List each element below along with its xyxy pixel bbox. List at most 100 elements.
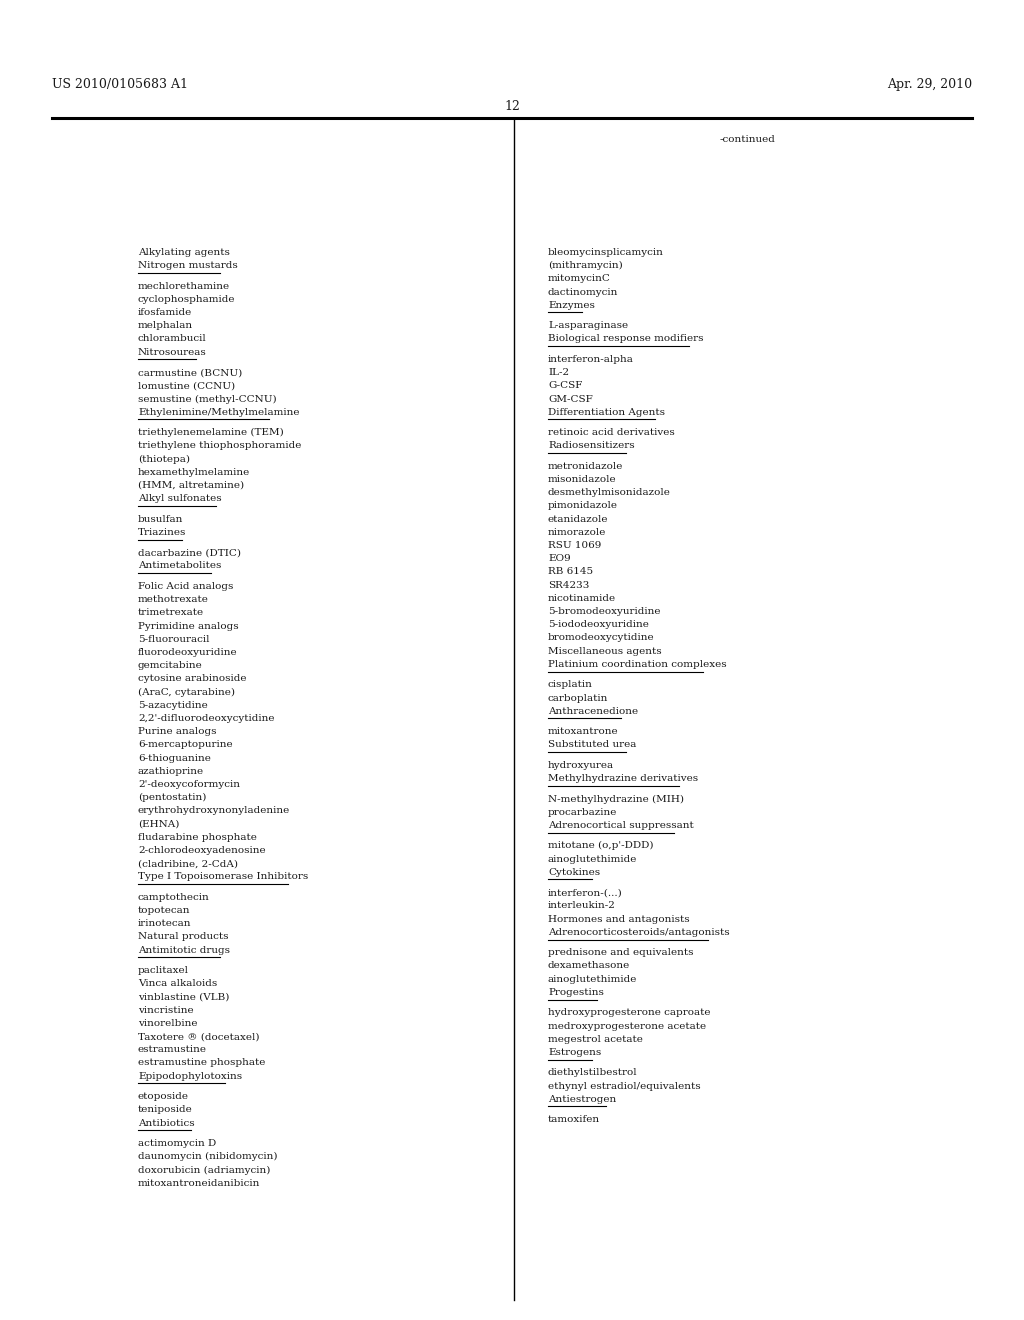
Text: cytosine arabinoside: cytosine arabinoside: [138, 675, 247, 684]
Text: (cladribine, 2-CdA): (cladribine, 2-CdA): [138, 859, 238, 869]
Text: ainoglutethimide: ainoglutethimide: [548, 974, 637, 983]
Text: desmethylmisonidazole: desmethylmisonidazole: [548, 488, 671, 498]
Text: US 2010/0105683 A1: US 2010/0105683 A1: [52, 78, 188, 91]
Text: gemcitabine: gemcitabine: [138, 661, 203, 671]
Text: GM-CSF: GM-CSF: [548, 395, 593, 404]
Text: 12: 12: [504, 100, 520, 114]
Text: daunomycin (nibidomycin): daunomycin (nibidomycin): [138, 1152, 278, 1162]
Text: 2'-deoxycoformycin: 2'-deoxycoformycin: [138, 780, 240, 789]
Text: Antimetabolites: Antimetabolites: [138, 561, 221, 570]
Text: lomustine (CCNU): lomustine (CCNU): [138, 381, 236, 391]
Text: procarbazine: procarbazine: [548, 808, 617, 817]
Text: 2,2'-difluorodeoxycytidine: 2,2'-difluorodeoxycytidine: [138, 714, 274, 723]
Text: L-asparaginase: L-asparaginase: [548, 321, 628, 330]
Text: azathioprine: azathioprine: [138, 767, 204, 776]
Text: cyclophosphamide: cyclophosphamide: [138, 294, 236, 304]
Text: doxorubicin (adriamycin): doxorubicin (adriamycin): [138, 1166, 270, 1175]
Text: Platinium coordination complexes: Platinium coordination complexes: [548, 660, 727, 669]
Text: Anthracenedione: Anthracenedione: [548, 706, 638, 715]
Text: RB 6145: RB 6145: [548, 568, 593, 577]
Text: megestrol acetate: megestrol acetate: [548, 1035, 643, 1044]
Text: Cytokines: Cytokines: [548, 867, 600, 876]
Text: mitomycinC: mitomycinC: [548, 275, 611, 284]
Text: Pyrimidine analogs: Pyrimidine analogs: [138, 622, 239, 631]
Text: paclitaxel: paclitaxel: [138, 966, 189, 975]
Text: teniposide: teniposide: [138, 1105, 193, 1114]
Text: pimonidazole: pimonidazole: [548, 502, 618, 511]
Text: mitoxantroneidanibicin: mitoxantroneidanibicin: [138, 1179, 260, 1188]
Text: (mithramycin): (mithramycin): [548, 261, 623, 271]
Text: Folic Acid analogs: Folic Acid analogs: [138, 582, 233, 591]
Text: Alkylating agents: Alkylating agents: [138, 248, 229, 257]
Text: 5-fluorouracil: 5-fluorouracil: [138, 635, 210, 644]
Text: vincristine: vincristine: [138, 1006, 194, 1015]
Text: 6-thioguanine: 6-thioguanine: [138, 754, 211, 763]
Text: Ethylenimine/Methylmelamine: Ethylenimine/Methylmelamine: [138, 408, 299, 417]
Text: Miscellaneous agents: Miscellaneous agents: [548, 647, 662, 656]
Text: mechlorethamine: mechlorethamine: [138, 281, 230, 290]
Text: estramustine: estramustine: [138, 1045, 207, 1055]
Text: trimetrexate: trimetrexate: [138, 609, 204, 618]
Text: Substituted urea: Substituted urea: [548, 741, 636, 750]
Text: Epipodophylotoxins: Epipodophylotoxins: [138, 1072, 242, 1081]
Text: Progestins: Progestins: [548, 987, 604, 997]
Text: estramustine phosphate: estramustine phosphate: [138, 1059, 265, 1068]
Text: Antiestrogen: Antiestrogen: [548, 1094, 616, 1104]
Text: tamoxifen: tamoxifen: [548, 1115, 600, 1125]
Text: Biological response modifiers: Biological response modifiers: [548, 334, 703, 343]
Text: EO9: EO9: [548, 554, 570, 564]
Text: Nitrosoureas: Nitrosoureas: [138, 347, 207, 356]
Text: fluorodeoxyuridine: fluorodeoxyuridine: [138, 648, 238, 657]
Text: metronidazole: metronidazole: [548, 462, 624, 471]
Text: dacarbazine (DTIC): dacarbazine (DTIC): [138, 548, 241, 557]
Text: Radiosensitizers: Radiosensitizers: [548, 441, 635, 450]
Text: mitotane (o,p'-DDD): mitotane (o,p'-DDD): [548, 841, 653, 850]
Text: hydroxyprogesterone caproate: hydroxyprogesterone caproate: [548, 1008, 711, 1018]
Text: SR4233: SR4233: [548, 581, 590, 590]
Text: ethynyl estradiol/equivalents: ethynyl estradiol/equivalents: [548, 1081, 700, 1090]
Text: 5-bromodeoxyuridine: 5-bromodeoxyuridine: [548, 607, 660, 616]
Text: (pentostatin): (pentostatin): [138, 793, 207, 803]
Text: dactinomycin: dactinomycin: [548, 288, 618, 297]
Text: medroxyprogesterone acetate: medroxyprogesterone acetate: [548, 1022, 707, 1031]
Text: ainoglutethimide: ainoglutethimide: [548, 854, 637, 863]
Text: hexamethylmelamine: hexamethylmelamine: [138, 467, 250, 477]
Text: 2-chlorodeoxyadenosine: 2-chlorodeoxyadenosine: [138, 846, 265, 855]
Text: dexamethasone: dexamethasone: [548, 961, 630, 970]
Text: Apr. 29, 2010: Apr. 29, 2010: [887, 78, 972, 91]
Text: fludarabine phosphate: fludarabine phosphate: [138, 833, 257, 842]
Text: 5-iododeoxyuridine: 5-iododeoxyuridine: [548, 620, 649, 630]
Text: Type I Topoisomerase Inhibitors: Type I Topoisomerase Inhibitors: [138, 873, 308, 882]
Text: (AraC, cytarabine): (AraC, cytarabine): [138, 688, 234, 697]
Text: (HMM, altretamine): (HMM, altretamine): [138, 480, 244, 490]
Text: hydroxyurea: hydroxyurea: [548, 760, 614, 770]
Text: camptothecin: camptothecin: [138, 892, 210, 902]
Text: melphalan: melphalan: [138, 321, 194, 330]
Text: Enzymes: Enzymes: [548, 301, 595, 310]
Text: actimomycin D: actimomycin D: [138, 1139, 216, 1148]
Text: interleukin-2: interleukin-2: [548, 902, 615, 911]
Text: Adrenocorticosteroids/antagonists: Adrenocorticosteroids/antagonists: [548, 928, 730, 937]
Text: topotecan: topotecan: [138, 906, 190, 915]
Text: Taxotere ® (docetaxel): Taxotere ® (docetaxel): [138, 1032, 259, 1041]
Text: misonidazole: misonidazole: [548, 475, 616, 484]
Text: cisplatin: cisplatin: [548, 680, 593, 689]
Text: semustine (methyl-CCNU): semustine (methyl-CCNU): [138, 395, 276, 404]
Text: carboplatin: carboplatin: [548, 693, 608, 702]
Text: triethylene thiophosphoramide: triethylene thiophosphoramide: [138, 441, 301, 450]
Text: vinorelbine: vinorelbine: [138, 1019, 198, 1028]
Text: mitoxantrone: mitoxantrone: [548, 727, 618, 737]
Text: Methylhydrazine derivatives: Methylhydrazine derivatives: [548, 774, 698, 783]
Text: Purine analogs: Purine analogs: [138, 727, 216, 737]
Text: vinblastine (VLB): vinblastine (VLB): [138, 993, 229, 1002]
Text: triethylenemelamine (TEM): triethylenemelamine (TEM): [138, 428, 284, 437]
Text: chlorambucil: chlorambucil: [138, 334, 207, 343]
Text: -continued: -continued: [720, 135, 775, 144]
Text: Hormones and antagonists: Hormones and antagonists: [548, 915, 689, 924]
Text: irinotecan: irinotecan: [138, 919, 191, 928]
Text: erythrohydroxynonyladenine: erythrohydroxynonyladenine: [138, 807, 290, 816]
Text: Antimitotic drugs: Antimitotic drugs: [138, 945, 230, 954]
Text: Nitrogen mustards: Nitrogen mustards: [138, 261, 238, 271]
Text: RSU 1069: RSU 1069: [548, 541, 601, 550]
Text: carmustine (BCNU): carmustine (BCNU): [138, 368, 243, 378]
